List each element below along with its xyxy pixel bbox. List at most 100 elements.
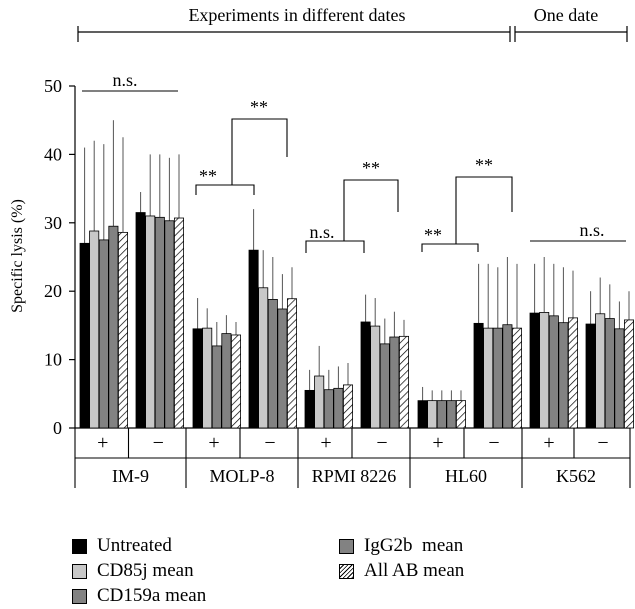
legend-item-cd85j: CD85j mean bbox=[72, 560, 194, 582]
bar bbox=[221, 333, 232, 429]
significance-label: n.s. bbox=[579, 220, 604, 240]
bar bbox=[548, 315, 559, 429]
condition-label-minus: − bbox=[153, 432, 164, 454]
bar bbox=[333, 387, 344, 429]
significance-label: n.s. bbox=[309, 222, 334, 242]
bar bbox=[473, 322, 484, 429]
bar bbox=[211, 345, 222, 429]
significance-bracket bbox=[343, 179, 399, 241]
bar bbox=[595, 313, 606, 429]
bar bbox=[89, 230, 100, 429]
condition-label-minus: − bbox=[488, 432, 499, 454]
bar bbox=[427, 400, 438, 429]
bar bbox=[314, 375, 325, 429]
bar bbox=[624, 319, 635, 429]
legend-label-all-ab: All AB mean bbox=[364, 560, 465, 581]
group-label-one-date: One date bbox=[534, 5, 598, 25]
legend-swatch-cd159a bbox=[72, 588, 87, 604]
bar bbox=[585, 323, 596, 429]
condition-label-minus: − bbox=[597, 432, 608, 454]
y-tick-label: 50 bbox=[44, 76, 62, 96]
bar bbox=[342, 384, 353, 429]
bar bbox=[154, 216, 165, 429]
legend-label-cd85j: CD85j mean bbox=[97, 560, 194, 581]
bar bbox=[370, 325, 381, 429]
bar bbox=[604, 318, 615, 429]
y-ticks: 0 10 20 30 40 50 bbox=[44, 76, 75, 438]
significance-label: ** bbox=[250, 97, 268, 117]
legend-label-cd159a: CD159a mean bbox=[97, 585, 207, 606]
bar bbox=[135, 212, 146, 429]
bar bbox=[286, 298, 297, 429]
legend-swatch-untreated bbox=[72, 538, 87, 554]
bar bbox=[455, 400, 466, 429]
bar bbox=[417, 400, 428, 429]
significance-annotations: n.s. ** ** n.s. ** ** ** n.s. bbox=[82, 70, 626, 253]
bar bbox=[118, 231, 129, 429]
legend-swatch-cd85j bbox=[72, 563, 87, 579]
bar bbox=[267, 299, 278, 429]
bar bbox=[323, 389, 334, 429]
significance-label: ** bbox=[199, 166, 217, 186]
cell-line-label: HL60 bbox=[445, 466, 487, 486]
legend-swatch-igg2b bbox=[339, 538, 354, 554]
bar bbox=[558, 322, 569, 429]
legend-item-all-ab: All AB mean bbox=[339, 560, 464, 582]
cell-line-label: MOLP-8 bbox=[209, 466, 274, 486]
bar bbox=[145, 215, 156, 429]
bar bbox=[173, 217, 184, 429]
bar bbox=[483, 327, 494, 429]
significance-bracket bbox=[305, 240, 365, 253]
bar bbox=[164, 220, 175, 429]
bar bbox=[230, 334, 241, 429]
legend-swatch-all-ab bbox=[339, 563, 354, 579]
condition-label-minus: − bbox=[376, 432, 387, 454]
condition-label-plus: + bbox=[97, 432, 108, 454]
error-bars bbox=[84, 120, 630, 401]
legend-item-untreated: Untreated bbox=[72, 535, 172, 557]
legend-item-igg2b: IgG2b mean bbox=[339, 535, 463, 557]
group-label-dates: Experiments in different dates bbox=[188, 5, 405, 25]
significance-label: n.s. bbox=[112, 70, 137, 90]
condition-label-plus: + bbox=[208, 432, 219, 454]
condition-label-plus: + bbox=[320, 432, 331, 454]
bar bbox=[202, 327, 213, 429]
bar bbox=[398, 335, 409, 429]
bar bbox=[539, 312, 550, 429]
bar bbox=[502, 324, 513, 429]
legend-label-untreated: Untreated bbox=[97, 535, 172, 556]
bar bbox=[304, 389, 315, 429]
bar bbox=[248, 249, 259, 429]
bar bbox=[98, 239, 109, 429]
y-tick-label: 10 bbox=[44, 350, 62, 370]
bar bbox=[614, 328, 625, 429]
significance-label: ** bbox=[362, 158, 380, 178]
y-tick-label: 20 bbox=[44, 281, 62, 301]
significance-bracket bbox=[455, 176, 513, 244]
condition-label-plus: + bbox=[543, 432, 554, 454]
bar bbox=[277, 308, 288, 429]
bar bbox=[192, 328, 203, 429]
bar bbox=[492, 327, 503, 429]
cell-line-label: IM-9 bbox=[112, 466, 149, 486]
condition-label-plus: + bbox=[432, 432, 443, 454]
y-axis-label: Specific lysis (%) bbox=[9, 199, 26, 313]
significance-bracket bbox=[231, 118, 288, 185]
significance-label: ** bbox=[475, 155, 493, 175]
bar bbox=[79, 242, 90, 429]
bar bbox=[360, 321, 371, 429]
y-tick-label: 30 bbox=[44, 213, 62, 233]
y-tick-label: 40 bbox=[44, 144, 62, 164]
significance-bracket bbox=[195, 184, 255, 195]
x-labels: + −IM-9+ −MOLP-8+ −RPMI 8226+ −HL60+ −K562 bbox=[74, 428, 631, 488]
bar bbox=[529, 312, 540, 429]
bar bbox=[436, 400, 447, 429]
bars bbox=[79, 212, 635, 429]
legend-label-igg2b: IgG2b mean bbox=[364, 535, 464, 556]
bar bbox=[258, 287, 269, 429]
legend-item-cd159a: CD159a mean bbox=[72, 585, 206, 607]
significance-bracket bbox=[421, 243, 479, 252]
bar bbox=[512, 327, 523, 429]
cell-line-label: K562 bbox=[556, 466, 596, 486]
